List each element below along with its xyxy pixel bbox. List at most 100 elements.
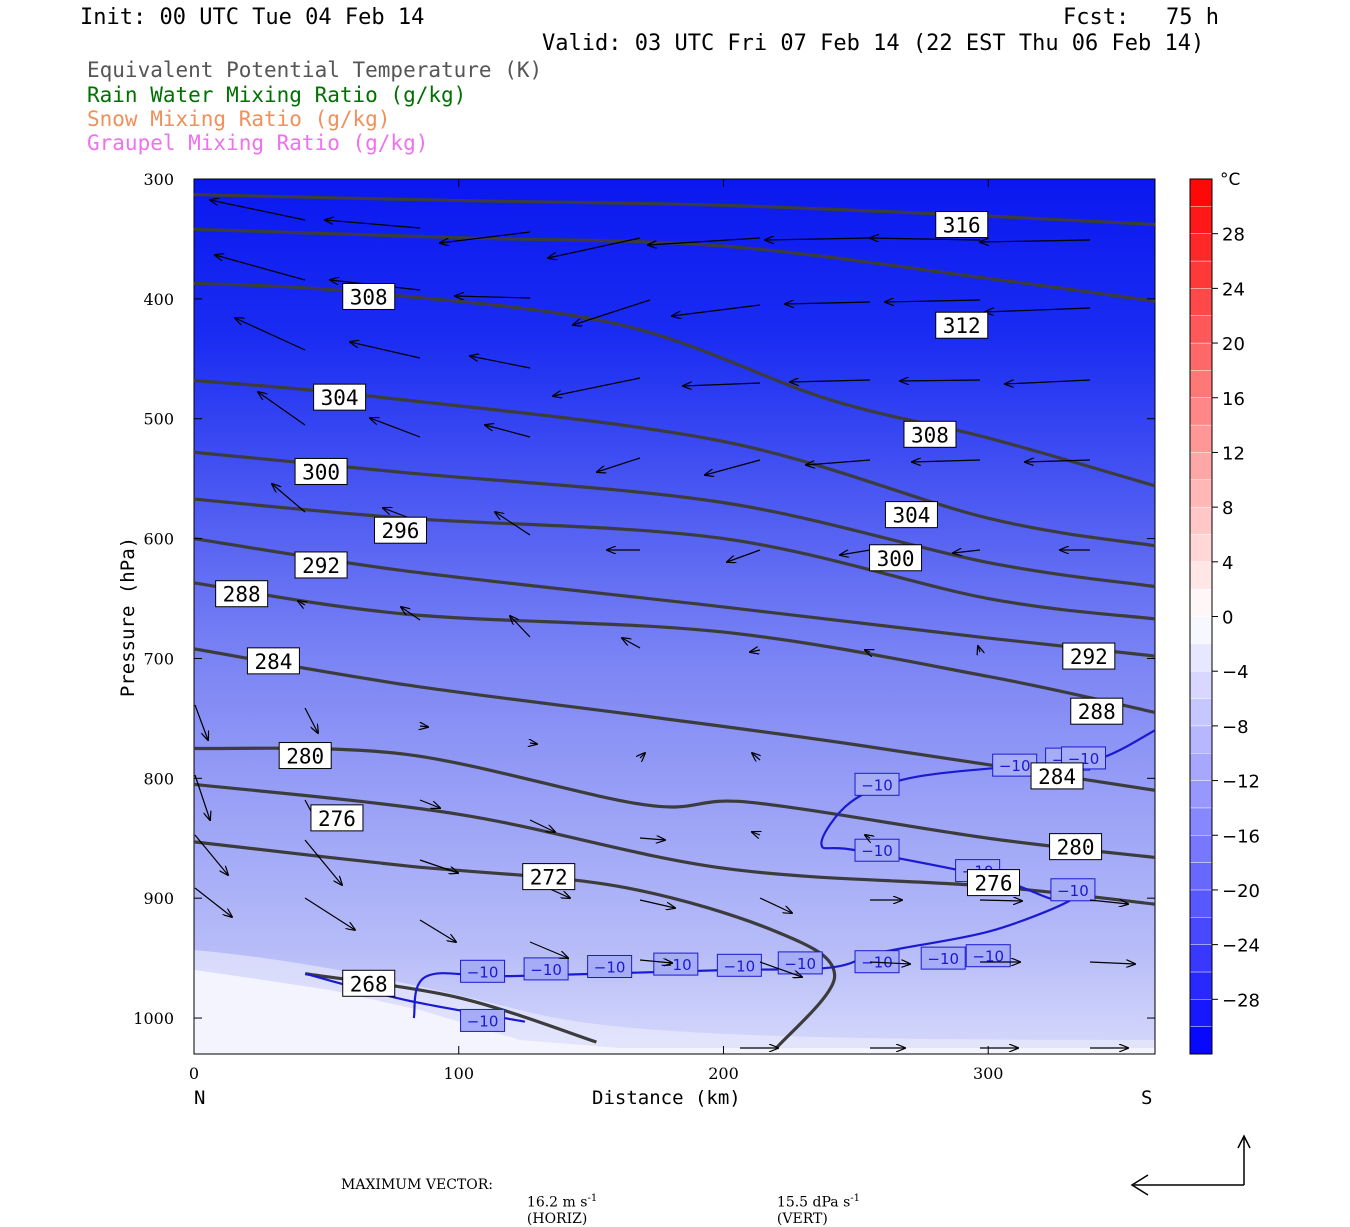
wind-vector: [298, 601, 305, 605]
theta-e-label-272: 272: [522, 863, 576, 891]
reference-vector: [1130, 1134, 1251, 1196]
wind-vector: [553, 377, 641, 396]
theta-e-label-292: 292: [294, 551, 348, 579]
theta-e-label-284: 284: [246, 647, 300, 675]
wind-vector: [325, 220, 421, 229]
max-vector-label: MAXIMUM VECTOR:: [341, 1177, 493, 1193]
wind-vector: [672, 304, 761, 316]
colorbar-swatch: [1189, 288, 1213, 316]
colorbar-label: −12: [1222, 772, 1260, 793]
theta-e-contour-296: [194, 497, 1155, 621]
svg-text:−10: −10: [861, 842, 893, 860]
svg-text:−10: −10: [972, 948, 1004, 966]
svg-text:300: 300: [877, 547, 915, 571]
cross-section-chart: −10−10 −10 −10 −10 −10 −10−10−10−10 −10−10−10−…: [133, 170, 1260, 1196]
svg-text:268: 268: [350, 972, 388, 996]
theta-e-label-300: 300: [869, 544, 923, 572]
colorbar-label: 12: [1222, 443, 1245, 464]
wind-vector: [529, 941, 568, 958]
y-tick-label: 700: [143, 649, 174, 668]
svg-text:292: 292: [1070, 645, 1108, 669]
wind-vector: [752, 753, 760, 760]
theta-e-label-308: 308: [342, 282, 396, 310]
colorbar-swatch: [1189, 780, 1213, 809]
wind-vector: [194, 887, 232, 917]
svg-text:280: 280: [1057, 836, 1095, 860]
wind-vector: [401, 607, 421, 621]
theta-e-contour-272: [194, 840, 837, 1050]
svg-text:−10: −10: [784, 955, 816, 973]
theta-e-label-280: 280: [1049, 833, 1103, 861]
vert-label: (VERT): [776, 1210, 828, 1227]
wind-vector: [194, 704, 208, 740]
wind-vector: [235, 318, 306, 351]
wind-vector: [304, 707, 318, 733]
colorbar-swatch: [1189, 670, 1213, 699]
theta-e-label-276: 276: [310, 804, 364, 832]
wind-vector: [980, 240, 1091, 242]
colorbar-swatch: [1189, 178, 1213, 207]
colorbar-label: −8: [1222, 717, 1249, 738]
theta-e-contour-316: [194, 192, 1155, 227]
svg-text:−10: −10: [927, 950, 959, 968]
wind-vector: [597, 457, 641, 472]
wind-vector: [639, 838, 665, 840]
wind-vector: [759, 897, 792, 913]
wind-vector: [215, 255, 306, 281]
wind-vector: [759, 961, 802, 977]
wind-vector: [1089, 900, 1128, 904]
svg-text:−10: −10: [999, 757, 1031, 775]
theta-e-contour-288: [194, 581, 1155, 714]
svg-text:−10: −10: [594, 959, 626, 977]
wind-vector: [622, 638, 641, 649]
colorbar-label: 20: [1222, 334, 1245, 355]
wind-vector: [194, 834, 228, 875]
theta-e-contour-280: [194, 746, 1155, 860]
theta-e-label-296: 296: [373, 516, 427, 544]
theta-e-label-284: 284: [1030, 762, 1084, 790]
theta-e-label-280: 280: [278, 742, 332, 770]
wind-vector: [210, 200, 306, 221]
y-tick-label: 800: [143, 769, 174, 788]
colorbar-swatch: [1189, 260, 1213, 289]
colorbar-label: −28: [1222, 990, 1260, 1011]
wind-vectors: [194, 200, 1135, 1048]
svg-text:296: 296: [382, 519, 420, 543]
wind-vector: [752, 832, 760, 835]
temp-label-8: −10: [854, 838, 900, 862]
wind-vector: [683, 383, 761, 386]
wind-vector: [912, 460, 981, 462]
colorbar-swatch: [1189, 315, 1213, 344]
wind-vector: [304, 839, 342, 885]
colorbar: 28 24 20 16 12 8 4 0 −4 −8 −12 −16 −20 −24 −28: [1189, 178, 1260, 1055]
horiz-label: (HORIZ): [526, 1210, 588, 1227]
wind-vector: [1025, 460, 1091, 462]
temperature-shading: [194, 179, 1155, 1054]
colorbar-swatch: [1189, 370, 1213, 398]
svg-text:304: 304: [321, 386, 359, 410]
colorbar-swatch: [1189, 233, 1213, 262]
wind-vector: [350, 342, 421, 359]
vert-value: 15.5 dPa s: [776, 1194, 851, 1211]
wind-vector: [639, 960, 672, 963]
wind-vector: [485, 425, 531, 438]
wind-vector: [548, 237, 641, 258]
y-tick-label: 600: [143, 530, 174, 549]
colorbar-swatch: [1189, 753, 1213, 781]
temp-label-11: −10: [992, 753, 1038, 777]
colorbar-swatch: [1189, 835, 1213, 863]
y-tick-label: 300: [143, 170, 174, 189]
colorbar-swatch: [1189, 342, 1213, 371]
theta-e-label-316: 316: [935, 211, 989, 239]
temp-label-2: −10: [523, 957, 569, 981]
svg-text:−10: −10: [467, 1012, 499, 1030]
x-axis-title: Distance (km): [592, 1087, 741, 1109]
wind-vector: [640, 753, 645, 758]
horiz-value: 16.2 m s: [526, 1194, 588, 1211]
colorbar-label: 28: [1222, 225, 1245, 246]
colorbar-swatch: [1189, 1026, 1213, 1055]
svg-text:−10: −10: [1057, 882, 1089, 900]
y-axis-title: Pressure (hPa): [117, 536, 139, 698]
colorbar-swatch: [1189, 534, 1213, 563]
colorbar-swatch: [1189, 452, 1213, 480]
